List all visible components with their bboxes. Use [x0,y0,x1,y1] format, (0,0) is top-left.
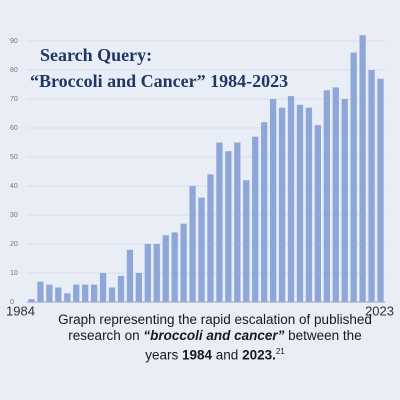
bar [64,293,71,302]
y-tick-label: 90 [10,38,18,45]
bar [287,96,295,302]
bar [108,287,116,302]
bar [37,281,44,302]
bar [234,142,241,302]
bar [350,52,357,302]
bar [117,275,125,302]
bar [126,249,134,302]
bar [269,99,277,302]
y-tick-label: 0 [10,299,14,306]
y-tick-label: 60 [10,125,18,132]
bar [207,174,214,302]
bar [144,244,151,302]
y-tick-label: 70 [10,96,18,103]
bar [189,186,196,302]
bar [99,273,107,302]
bar [55,287,62,302]
x-tick-label: 1984 [6,303,35,318]
bar [243,180,250,302]
bar [153,244,160,302]
caption-text: 2023. [242,347,276,363]
bar [216,142,223,302]
bar [368,70,375,302]
bar [252,136,259,302]
y-tick-label: 80 [10,67,18,74]
bar [180,223,187,302]
bar [261,122,268,302]
caption-text: between the years [145,328,362,363]
bar [278,107,286,302]
bar [332,87,339,303]
bar [305,107,313,302]
bar [162,235,169,302]
y-tick-label: 50 [10,154,18,161]
bar [198,197,205,302]
bar [135,273,143,302]
bar [296,104,304,302]
y-tick-label: 40 [10,183,18,190]
caption-text: 1984 [181,347,213,363]
bar [73,284,80,302]
x-tick-label: 2023 [365,303,394,318]
bar [225,151,232,302]
y-tick-label: 10 [10,270,18,277]
bar [314,125,322,302]
y-tick-label: 20 [10,241,18,248]
bar [90,284,98,302]
bar [323,90,330,302]
y-tick-label: 30 [10,212,18,219]
bar [377,78,384,302]
bar [46,284,53,302]
chart-title: Search Query: [40,45,152,65]
caption: Graph representing the rapid escalation … [55,312,375,364]
caption-text: and [212,347,243,363]
bar [28,299,35,302]
bar [171,232,178,302]
caption-reference: 21 [275,347,285,356]
caption-text: “broccoli and cancer” [143,328,285,343]
caption-text: Graph representing the rapid escalation … [58,312,372,343]
chart-title: “Broccoli and Cancer” 1984-2023 [30,71,288,91]
bar [341,99,348,302]
bar [82,284,89,302]
bar [359,35,366,302]
